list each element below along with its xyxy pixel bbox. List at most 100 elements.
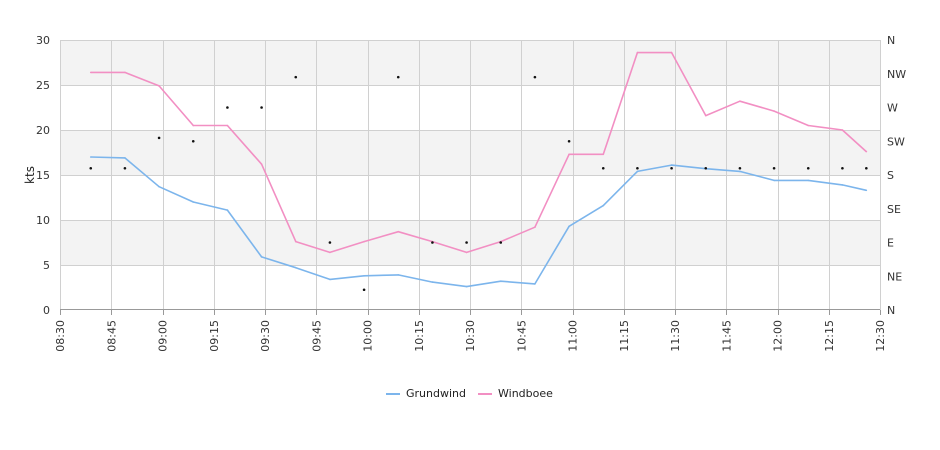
data-point-windboee[interactable]	[158, 85, 160, 87]
x-tick-label: 11:30	[669, 320, 682, 352]
direction-point[interactable]	[670, 166, 673, 170]
data-point-grundwind[interactable]	[124, 157, 126, 159]
data-point-grundwind[interactable]	[260, 256, 263, 258]
legend-item-windboee[interactable]: Windboee	[478, 387, 553, 400]
y-tick-label: 20	[36, 124, 50, 137]
data-point-windboee[interactable]	[636, 51, 639, 54]
data-point-grundwind[interactable]	[89, 156, 92, 158]
direction-point[interactable]	[260, 106, 263, 109]
data-point-windboee[interactable]	[670, 51, 673, 54]
data-point-windboee[interactable]	[865, 150, 868, 153]
data-point-grundwind[interactable]	[363, 275, 365, 277]
data-point-windboee[interactable]	[192, 124, 195, 127]
data-point-grundwind[interactable]	[739, 170, 741, 173]
direction-point[interactable]	[704, 166, 708, 170]
direction-point[interactable]	[191, 139, 195, 143]
legend-label-grundwind: Grundwind	[406, 387, 466, 400]
direction-point[interactable]	[157, 136, 161, 140]
direction-point[interactable]	[396, 75, 400, 79]
direction-point[interactable]	[89, 166, 93, 170]
y-tick-label: 15	[36, 169, 50, 182]
y-tick-label: 30	[36, 34, 50, 47]
data-point-windboee[interactable]	[739, 100, 741, 102]
data-point-grundwind[interactable]	[841, 184, 844, 186]
direction-point[interactable]	[123, 166, 127, 170]
direction-point[interactable]	[328, 241, 332, 244]
data-point-grundwind[interactable]	[636, 170, 639, 173]
y-tick-label: 10	[36, 214, 50, 227]
data-point-windboee[interactable]	[329, 251, 331, 254]
x-tick-label: 09:15	[208, 320, 221, 352]
data-point-windboee[interactable]	[568, 153, 570, 156]
y2-tick-label: SW	[887, 135, 905, 148]
data-point-windboee[interactable]	[294, 240, 297, 243]
direction-point[interactable]	[362, 288, 366, 292]
direction-point[interactable]	[636, 166, 639, 170]
data-point-windboee[interactable]	[363, 240, 365, 243]
data-point-grundwind[interactable]	[397, 274, 400, 276]
x-axis-ticks: 08:30 08:45 09:00 09:15 09:30 09:45 10:00 10:15…	[54, 310, 887, 352]
y2-tick-label: NW	[887, 68, 906, 81]
data-point-windboee[interactable]	[465, 251, 468, 254]
direction-point[interactable]	[567, 139, 571, 143]
x-tick-label: 11:00	[567, 320, 580, 352]
direction-point[interactable]	[431, 241, 434, 244]
data-point-grundwind[interactable]	[499, 280, 502, 283]
direction-point[interactable]	[738, 166, 742, 170]
data-point-grundwind[interactable]	[431, 281, 434, 283]
y2-tick-label: NE	[887, 270, 902, 283]
series-line-grundwind[interactable]	[90, 156, 867, 288]
data-point-windboee[interactable]	[841, 129, 844, 131]
data-point-grundwind[interactable]	[773, 179, 775, 182]
series-lines	[89, 51, 868, 288]
data-point-windboee[interactable]	[226, 124, 229, 127]
data-point-windboee[interactable]	[397, 230, 400, 233]
data-point-grundwind[interactable]	[158, 185, 160, 188]
data-point-grundwind[interactable]	[807, 179, 810, 182]
x-tick-label: 10:45	[515, 320, 528, 352]
x-tick-label: 08:45	[105, 320, 118, 352]
data-point-grundwind[interactable]	[226, 209, 229, 211]
y-tick-label: 25	[36, 79, 50, 92]
direction-point[interactable]	[806, 166, 810, 170]
data-point-grundwind[interactable]	[465, 285, 468, 288]
y2-tick-label: SE	[887, 203, 901, 216]
direction-point[interactable]	[601, 166, 605, 170]
data-point-windboee[interactable]	[704, 114, 707, 117]
data-point-grundwind[interactable]	[329, 278, 331, 281]
direction-point[interactable]	[865, 166, 868, 170]
y-axis-ticks: 0 5 10 15 20 25 30	[36, 34, 50, 317]
data-point-grundwind[interactable]	[294, 266, 297, 269]
data-point-windboee[interactable]	[534, 226, 536, 228]
data-point-grundwind[interactable]	[670, 164, 673, 166]
data-point-grundwind[interactable]	[192, 201, 195, 203]
y2-tick-label: S	[887, 169, 894, 182]
x-tick-label: 09:45	[310, 320, 323, 352]
x-tick-label: 11:45	[720, 320, 733, 352]
y2-tick-label: N	[887, 34, 895, 47]
x-tick-label: 10:00	[362, 320, 375, 352]
data-point-windboee[interactable]	[124, 71, 126, 74]
data-point-windboee[interactable]	[773, 110, 775, 112]
direction-point[interactable]	[499, 241, 503, 244]
data-point-windboee[interactable]	[260, 163, 263, 165]
x-tick-label: 10:15	[413, 320, 426, 352]
data-point-windboee[interactable]	[89, 71, 92, 74]
series-line-windboee[interactable]	[90, 51, 867, 254]
direction-point[interactable]	[772, 166, 776, 170]
data-point-grundwind[interactable]	[865, 189, 868, 192]
y-axis-title: kts	[23, 166, 37, 184]
data-point-grundwind[interactable]	[534, 283, 536, 285]
direction-point[interactable]	[533, 75, 537, 79]
data-point-windboee[interactable]	[602, 153, 605, 156]
direction-markers	[89, 75, 868, 292]
data-point-windboee[interactable]	[807, 124, 810, 127]
direction-point[interactable]	[465, 241, 468, 244]
direction-point[interactable]	[294, 75, 298, 79]
legend-item-grundwind[interactable]: Grundwind	[386, 387, 466, 400]
direction-point[interactable]	[226, 106, 229, 109]
data-point-grundwind[interactable]	[568, 225, 570, 228]
data-point-grundwind[interactable]	[602, 204, 605, 207]
direction-point[interactable]	[841, 166, 844, 170]
